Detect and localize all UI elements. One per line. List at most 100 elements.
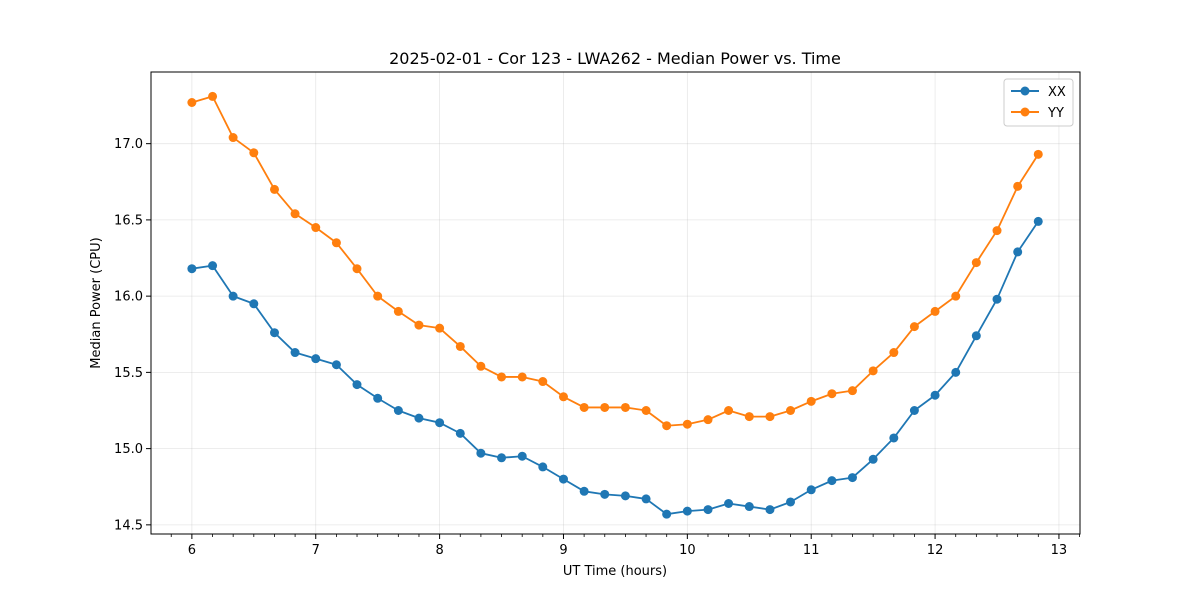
grid-lines xyxy=(151,72,1080,534)
y-tick-label: 16.5 xyxy=(114,213,143,228)
x-tick-label: 9 xyxy=(559,543,567,558)
x-tick-label: 6 xyxy=(188,543,196,558)
legend-marker-yy xyxy=(1020,107,1030,117)
axes: 6 7 8 9 10 11 12 13 14.5 15.0 15.5 16.0 16.5 17.0 xyxy=(114,137,1080,558)
x-tick-label: 7 xyxy=(312,543,320,558)
legend-label-xx: XX xyxy=(1048,85,1066,100)
x-tick-label: 8 xyxy=(435,543,443,558)
point-yy xyxy=(352,264,362,274)
y-tick-label: 16.0 xyxy=(114,290,143,305)
x-axis-label: UT Time (hours) xyxy=(563,564,667,579)
x-tick-label: 13 xyxy=(1051,543,1068,558)
legend-label-yy: YY xyxy=(1047,106,1064,121)
point-xx xyxy=(765,505,775,515)
point-xx xyxy=(827,476,837,486)
y-axis-label: Median Power (CPU) xyxy=(89,237,104,368)
point-xx xyxy=(909,406,919,415)
point-xx xyxy=(352,380,362,390)
point-yy xyxy=(455,341,465,351)
point-yy xyxy=(517,372,527,382)
point-yy xyxy=(992,226,1002,236)
point-xx xyxy=(724,499,734,508)
point-yy xyxy=(373,291,383,301)
point-yy xyxy=(806,396,816,406)
point-yy xyxy=(765,412,775,422)
point-yy xyxy=(187,98,197,107)
point-yy xyxy=(951,291,961,301)
point-yy xyxy=(331,238,341,248)
point-yy xyxy=(497,372,507,382)
point-xx xyxy=(703,505,713,515)
point-xx xyxy=(1013,247,1023,257)
y-tick-label: 14.5 xyxy=(114,518,143,533)
point-yy xyxy=(662,421,672,431)
point-xx xyxy=(228,291,238,301)
point-xx xyxy=(889,433,899,443)
point-yy xyxy=(847,386,857,396)
point-xx xyxy=(497,453,507,463)
x-tick-label: 10 xyxy=(679,543,696,558)
point-yy xyxy=(971,258,981,268)
point-xx xyxy=(208,261,218,271)
point-xx xyxy=(249,299,259,309)
y-tick-label: 15.5 xyxy=(114,366,143,381)
point-xx xyxy=(951,367,961,377)
point-xx xyxy=(806,485,816,495)
point-xx xyxy=(992,294,1002,304)
point-yy xyxy=(641,406,651,415)
point-yy xyxy=(579,402,589,412)
point-xx xyxy=(847,473,857,483)
point-yy xyxy=(290,209,300,219)
point-xx xyxy=(311,354,321,364)
legend: XX YY xyxy=(1003,78,1074,127)
point-yy xyxy=(724,406,734,415)
point-xx xyxy=(662,509,672,519)
point-xx xyxy=(270,328,279,338)
point-xx xyxy=(620,491,630,501)
chart-title: 2025-02-01 - Cor 123 - LWA262 - Median P… xyxy=(389,49,841,68)
point-xx xyxy=(682,506,692,516)
point-xx xyxy=(930,390,940,400)
point-xx xyxy=(579,486,589,496)
point-xx xyxy=(476,448,486,458)
point-yy xyxy=(1033,149,1043,159)
point-yy xyxy=(1013,181,1023,191)
point-xx xyxy=(786,497,796,507)
point-yy xyxy=(930,306,940,316)
series-layer xyxy=(187,91,1043,519)
point-yy xyxy=(909,322,919,332)
point-yy xyxy=(744,412,754,422)
point-yy xyxy=(476,361,486,371)
point-yy xyxy=(889,348,899,358)
point-xx xyxy=(455,428,465,438)
point-yy xyxy=(435,323,445,333)
point-xx xyxy=(558,474,568,484)
point-yy xyxy=(393,306,403,316)
point-xx xyxy=(538,462,548,472)
point-yy xyxy=(311,223,321,233)
point-yy xyxy=(249,148,259,158)
point-yy xyxy=(414,320,424,330)
point-xx xyxy=(641,494,651,504)
point-xx xyxy=(290,348,300,358)
point-yy xyxy=(827,389,837,399)
point-yy xyxy=(208,91,218,101)
point-yy xyxy=(786,406,796,415)
point-xx xyxy=(187,264,197,274)
x-tick-label: 11 xyxy=(803,543,820,558)
point-xx xyxy=(435,418,445,428)
point-yy xyxy=(538,377,548,387)
point-xx xyxy=(517,451,527,461)
y-tick-label: 15.0 xyxy=(114,442,143,457)
point-xx xyxy=(744,502,754,512)
point-xx xyxy=(971,331,981,341)
point-xx xyxy=(600,489,610,499)
plot-frame xyxy=(150,71,1081,535)
legend-marker-xx xyxy=(1020,86,1030,96)
y-tick-label: 17.0 xyxy=(114,137,143,152)
point-xx xyxy=(373,393,383,403)
point-xx xyxy=(393,406,403,415)
point-yy xyxy=(270,184,279,194)
point-yy xyxy=(558,392,568,402)
